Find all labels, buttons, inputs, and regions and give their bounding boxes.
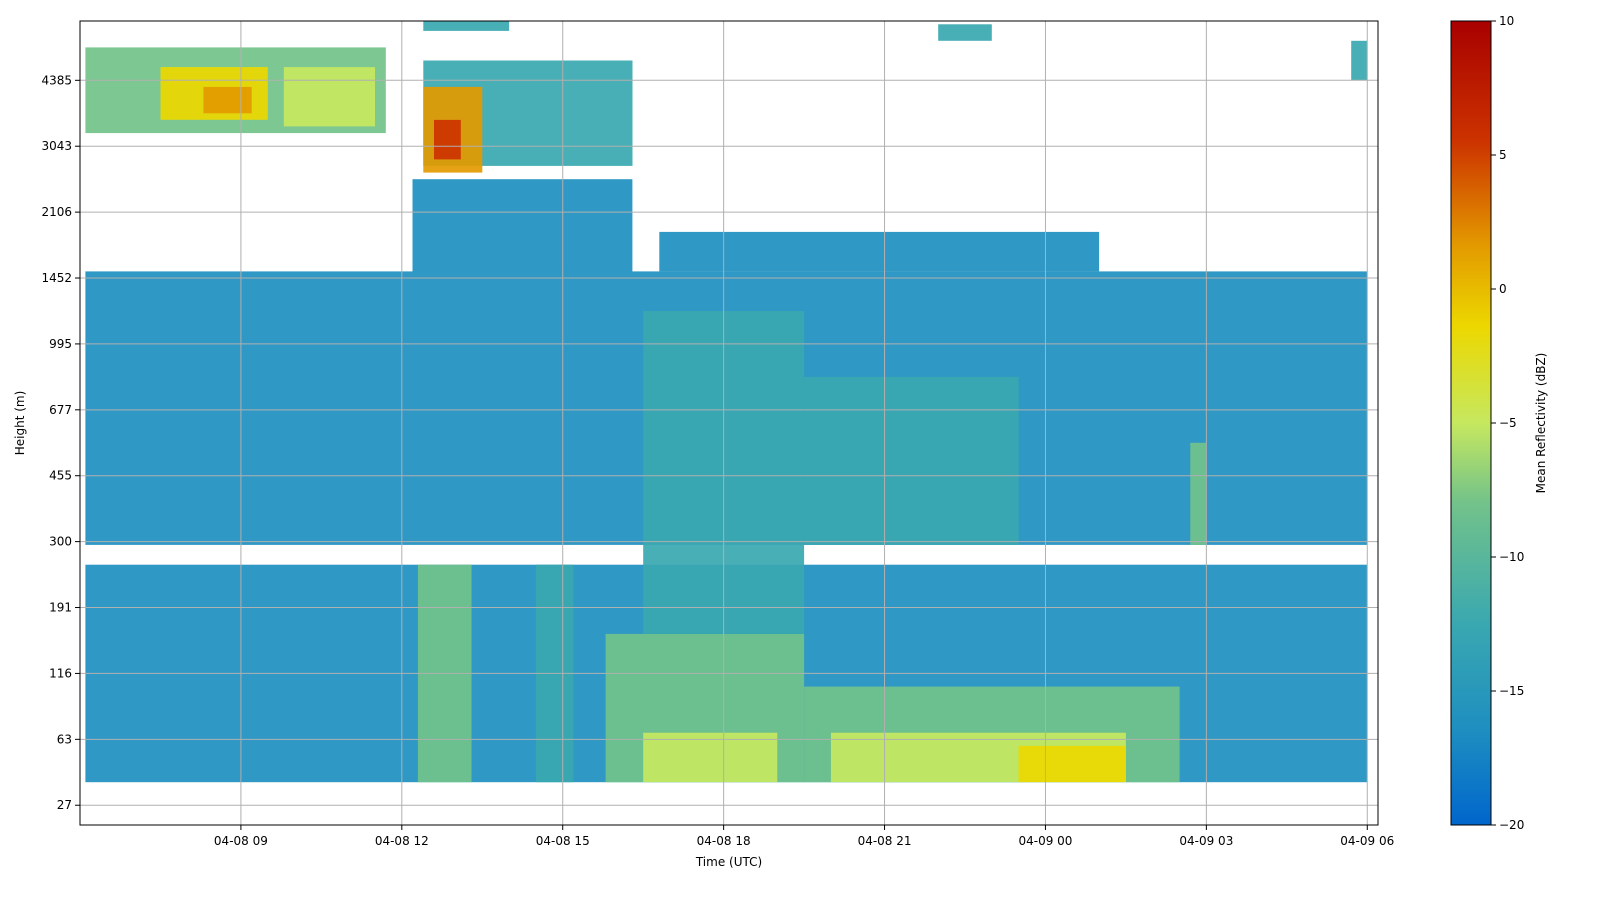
y-tick-label: 116 xyxy=(49,666,72,680)
x-tick-label: 04-08 15 xyxy=(536,834,590,848)
colorbar-tick-label: 10 xyxy=(1499,14,1514,28)
x-tick-label: 04-08 12 xyxy=(375,834,429,848)
y-tick-label: 4385 xyxy=(41,73,72,87)
colorbar-tick-label: 5 xyxy=(1499,148,1507,162)
y-tick-label: 995 xyxy=(49,337,72,351)
colorbar xyxy=(1450,20,1492,826)
y-tick-label: 3043 xyxy=(41,139,72,153)
x-tick-label: 04-09 03 xyxy=(1179,834,1233,848)
colorbar-ticks: 10 5 0 −5 −10 −15 −20 xyxy=(1491,14,1524,832)
heatmap-region xyxy=(659,231,1100,272)
x-tick-label: 04-08 18 xyxy=(697,834,751,848)
colorbar-tick-label: −10 xyxy=(1499,550,1524,564)
heatmap-region xyxy=(804,376,1019,545)
x-tick-label: 04-09 00 xyxy=(1018,834,1072,848)
x-tick-label: 04-09 06 xyxy=(1340,834,1394,848)
y-tick-label: 300 xyxy=(49,535,72,549)
x-axis-label: Time (UTC) xyxy=(695,855,762,869)
y-axis-label: Height (m) xyxy=(13,391,27,456)
colorbar-label: Mean Reflectivity (dBZ) xyxy=(1534,353,1548,494)
heatmap-region xyxy=(434,119,461,160)
y-tick-label: 677 xyxy=(49,403,72,417)
plot-frame xyxy=(79,20,1379,826)
heatmap-region xyxy=(203,86,252,114)
grid-layer xyxy=(80,21,1378,825)
y-tick-label: 1452 xyxy=(41,271,72,285)
colorbar-tick-label: −15 xyxy=(1499,684,1524,698)
colorbar-tick-label: −5 xyxy=(1499,416,1517,430)
y-tick-label: 63 xyxy=(57,732,72,746)
y-tick-label: 27 xyxy=(57,798,72,812)
heatmap-region xyxy=(1190,442,1207,545)
heatmap-region xyxy=(1018,745,1126,783)
heatmap-region xyxy=(412,179,633,272)
colorbar-tick-label: 0 xyxy=(1499,282,1507,296)
x-tick-label: 04-08 09 xyxy=(214,834,268,848)
y-ticks: 27 63 116 191 300 455 677 995 1452 2106 3043 4385 xyxy=(41,73,80,812)
y-tick-label: 455 xyxy=(49,469,72,483)
y-tick-label: 2106 xyxy=(41,205,72,219)
heatmap-region xyxy=(283,67,375,127)
y-tick-label: 191 xyxy=(49,601,72,615)
colorbar-tick-label: −20 xyxy=(1499,818,1524,832)
x-ticks: 04-08 09 04-08 12 04-08 15 04-08 18 04-08 21… xyxy=(214,825,1394,848)
x-tick-label: 04-08 21 xyxy=(858,834,912,848)
heatmap-region xyxy=(1351,40,1368,81)
heatmap-region xyxy=(938,24,992,41)
heatmap-region xyxy=(423,21,510,31)
heatmap-region xyxy=(643,732,778,783)
